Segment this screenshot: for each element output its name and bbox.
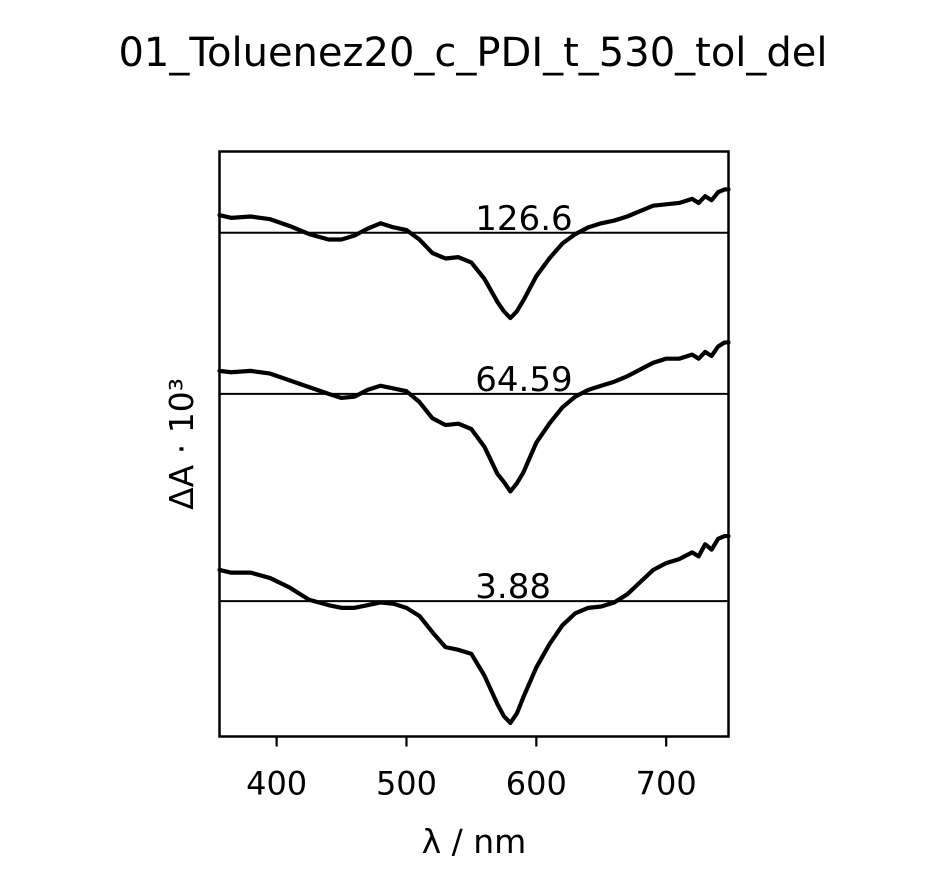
y-axis-label: ΔA · 10³ — [162, 378, 201, 510]
spectrum-trace — [217, 533, 731, 726]
trace-label: 126.6 — [475, 199, 572, 239]
chart-title: 01_Toluenez20_c_PDI_t_530_tol_del — [118, 30, 827, 76]
spectrum-trace — [217, 187, 731, 321]
x-tick-label: 500 — [376, 765, 437, 803]
x-tick-label: 600 — [506, 765, 567, 803]
x-axis-ticks: 400 500 600 700 — [246, 736, 697, 803]
spectrum-trace — [217, 340, 731, 494]
x-tick-label: 700 — [636, 765, 697, 803]
x-axis-label: λ / nm — [422, 822, 527, 861]
trace-label-group: 126.6 64.59 3.88 — [475, 199, 572, 607]
trace-label: 64.59 — [475, 360, 572, 400]
x-tick-label: 400 — [246, 765, 307, 803]
plot-area-frame — [218, 150, 730, 738]
trace-label: 3.88 — [475, 567, 551, 607]
baseline-group — [219, 231, 729, 603]
trace-group — [217, 187, 731, 726]
